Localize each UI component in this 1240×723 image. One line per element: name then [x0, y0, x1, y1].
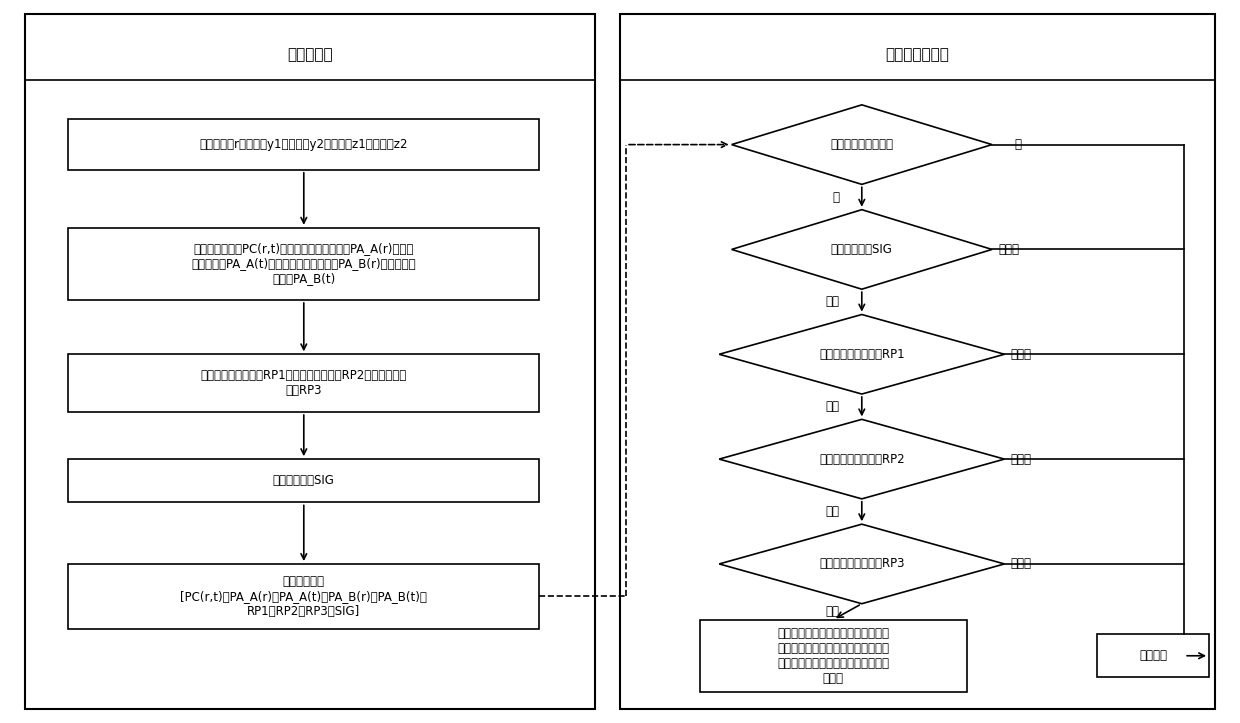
Text: 满足: 满足	[826, 505, 839, 518]
FancyBboxPatch shape	[68, 564, 539, 629]
Polygon shape	[732, 210, 992, 289]
Text: 不正确: 不正确	[998, 243, 1019, 256]
Text: 检查第三零知识证明RP3: 检查第三零知识证明RP3	[820, 557, 904, 570]
Polygon shape	[732, 105, 992, 184]
Text: 满足: 满足	[826, 401, 839, 413]
Text: 提交交易数据
[PC(r,t)、PA_A(r)、PA_A(t)、PA_B(r)、PA_B(t)、
RP1、RP2、RP3、SIG]: 提交交易数据 [PC(r,t)、PA_A(r)、PA_A(t)、PA_B(r)、…	[180, 575, 428, 618]
Text: 否: 否	[832, 191, 839, 203]
Text: 满足: 满足	[826, 605, 839, 618]
FancyBboxPatch shape	[1097, 634, 1209, 677]
FancyBboxPatch shape	[620, 14, 1215, 709]
Text: 不满足: 不满足	[1011, 557, 1032, 570]
Text: 汇出方设备: 汇出方设备	[288, 47, 332, 61]
Polygon shape	[719, 419, 1004, 499]
FancyBboxPatch shape	[68, 228, 539, 300]
Text: 不满足: 不满足	[1011, 453, 1032, 466]
Text: 验证签名数据SIG: 验证签名数据SIG	[831, 243, 893, 256]
Text: 检查第二零知识证明RP2: 检查第二零知识证明RP2	[818, 453, 905, 466]
Text: 是: 是	[1014, 138, 1022, 151]
FancyBboxPatch shape	[25, 14, 595, 709]
Text: 计算交易额承诺PC(r,t)、第一承诺随机数密文PA_A(r)、第一
交易额密文PA_A(t)、第二承诺随机数密文PA_B(r)、第二交易
额密文PA_B(t): 计算交易额承诺PC(r,t)、第一承诺随机数密文PA_A(r)、第一 交易额密文…	[191, 242, 417, 286]
Text: 验证交易是否执行过: 验证交易是否执行过	[831, 138, 893, 151]
Text: 更新汇出方余额承诺、汇出方随机数
密文、汇出方余额密文、汇入方余额
承诺、汇入方随机数密文、汇入方余
额密文: 更新汇出方余额承诺、汇出方随机数 密文、汇出方余额密文、汇入方余额 承诺、汇入方…	[777, 627, 889, 685]
Polygon shape	[719, 524, 1004, 604]
Text: 共识区块链节点: 共识区块链节点	[885, 47, 950, 61]
Text: 正确: 正确	[826, 296, 839, 308]
Text: 生成签名数据SIG: 生成签名数据SIG	[273, 474, 335, 487]
Text: 生成随机数r、随机数y1、随机数y2、随机数z1、随机数z2: 生成随机数r、随机数y1、随机数y2、随机数z1、随机数z2	[200, 138, 408, 151]
Text: 生成第一零知识证明RP1、第二零知识证明RP2和第三零知识
证明RP3: 生成第一零知识证明RP1、第二零知识证明RP2和第三零知识 证明RP3	[201, 369, 407, 397]
FancyBboxPatch shape	[699, 620, 967, 692]
Text: 拒绝交易: 拒绝交易	[1140, 649, 1167, 662]
Text: 不满足: 不满足	[1011, 348, 1032, 361]
FancyBboxPatch shape	[68, 354, 539, 412]
Text: 检查第一零知识证明RP1: 检查第一零知识证明RP1	[818, 348, 905, 361]
FancyBboxPatch shape	[68, 459, 539, 502]
FancyBboxPatch shape	[68, 119, 539, 170]
Polygon shape	[719, 315, 1004, 394]
